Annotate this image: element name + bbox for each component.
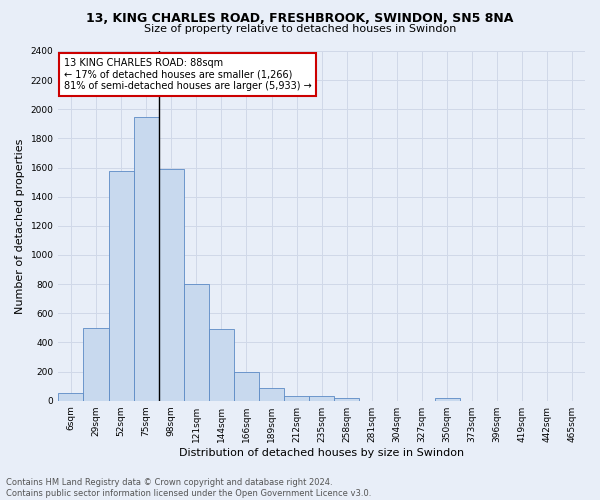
- Bar: [83, 328, 109, 400]
- Bar: [284, 396, 309, 400]
- Text: 13, KING CHARLES ROAD, FRESHBROOK, SWINDON, SN5 8NA: 13, KING CHARLES ROAD, FRESHBROOK, SWIND…: [86, 12, 514, 26]
- Bar: [434, 398, 460, 400]
- Bar: [234, 372, 259, 400]
- Bar: [134, 116, 159, 401]
- Bar: [334, 398, 359, 400]
- Text: Size of property relative to detached houses in Swindon: Size of property relative to detached ho…: [144, 24, 456, 34]
- Bar: [109, 171, 134, 400]
- Bar: [209, 330, 234, 400]
- Bar: [309, 396, 334, 400]
- Bar: [159, 169, 184, 400]
- Bar: [259, 388, 284, 400]
- X-axis label: Distribution of detached houses by size in Swindon: Distribution of detached houses by size …: [179, 448, 464, 458]
- Text: Contains HM Land Registry data © Crown copyright and database right 2024.
Contai: Contains HM Land Registry data © Crown c…: [6, 478, 371, 498]
- Text: 13 KING CHARLES ROAD: 88sqm
← 17% of detached houses are smaller (1,266)
81% of : 13 KING CHARLES ROAD: 88sqm ← 17% of det…: [64, 58, 311, 91]
- Y-axis label: Number of detached properties: Number of detached properties: [15, 138, 25, 314]
- Bar: [58, 394, 83, 400]
- Bar: [184, 284, 209, 401]
